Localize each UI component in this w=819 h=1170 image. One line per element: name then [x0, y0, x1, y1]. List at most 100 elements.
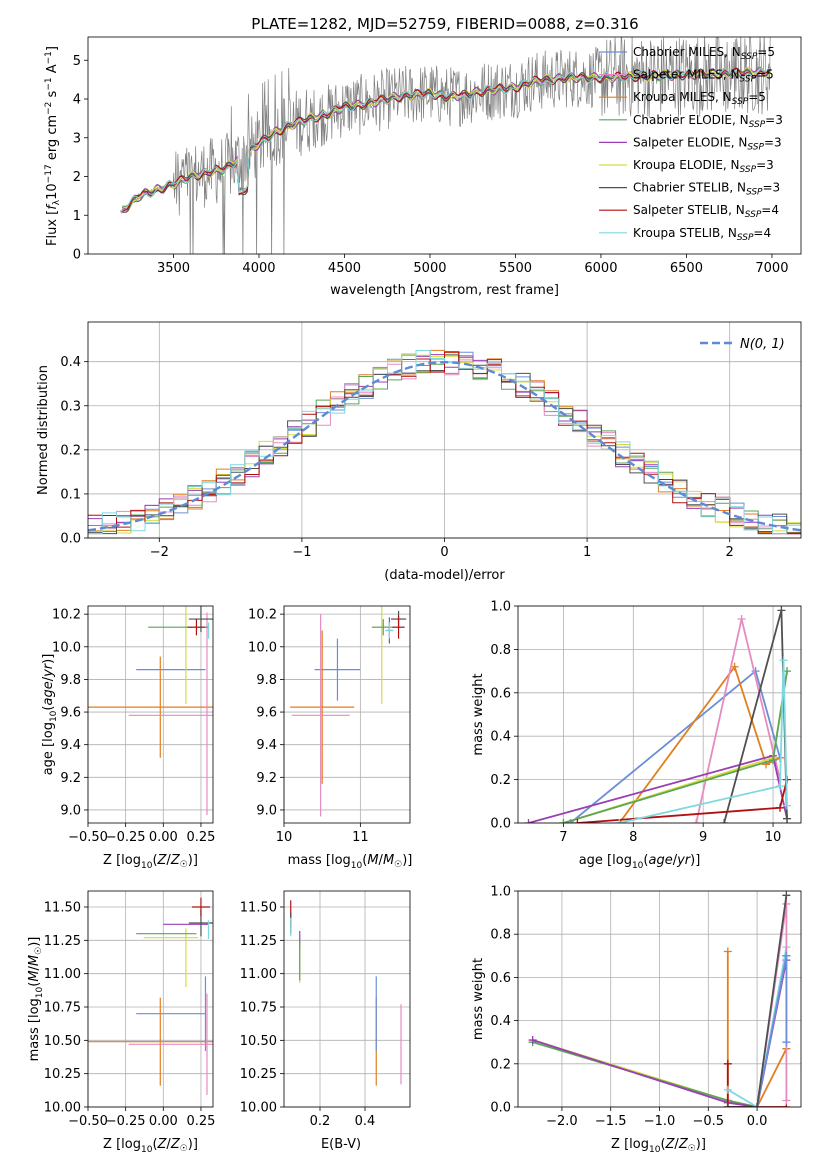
y-tick-label: 9.2 [256, 771, 277, 786]
x-axis-label: mass [log10(M/M☉)] [288, 853, 413, 871]
legend-entry: Kroupa STELIB, NSSP=4 [633, 226, 771, 243]
mass-weight-marker [615, 819, 624, 823]
y-tick-label: 11.25 [44, 934, 81, 949]
x-axis-label: Z [log10(Z/Z☉)] [103, 853, 198, 871]
mass-weight-marker [524, 819, 533, 823]
mass-weight-marker [720, 819, 729, 823]
y-tick-label: 11.00 [44, 967, 81, 982]
x-tick-label: 6000 [584, 261, 617, 276]
errorbar-point [188, 606, 213, 633]
x-tick-label: 0.4 [355, 1114, 376, 1129]
y-tick-label: 10.0 [52, 640, 81, 655]
y-tick-label: 0.0 [490, 817, 511, 832]
x-tick-label: 2 [726, 545, 734, 560]
mass-weight-marker [783, 814, 792, 823]
y-tick-label: 2 [73, 170, 81, 185]
mass_vs_Z-panel: −0.50−0.25 0.00 0.25 10.00 10.25 10.50 10.75 11… [27, 890, 215, 1155]
y-axis-label: age [log10(age/yr)] [41, 654, 59, 776]
gaussian-curve [88, 360, 801, 532]
massweight_vs_Z-plot-area [528, 891, 791, 1107]
x-axis-label: age [log10(age/yr)] [579, 853, 701, 871]
x-tick-label: 11 [352, 830, 369, 845]
y-tick-label: 9.2 [60, 771, 81, 786]
y-tick-label: 10.25 [240, 1067, 277, 1082]
y-axis-label: mass weight [471, 958, 486, 1040]
residuals-panel: −2 −1 0 1 2 0.0 0.1 0.2 0.3 0.4 N(0, 1) (data-model… [36, 321, 802, 583]
y-tick-label: 3 [73, 131, 81, 146]
y-tick-label: 10.75 [44, 1001, 81, 1016]
legend-entry: N(0, 1) [740, 337, 785, 352]
y-tick-label: 0.8 [490, 643, 511, 658]
y-tick-label: 10.25 [44, 1067, 81, 1082]
x-tick-label: −2 [150, 545, 169, 560]
y-tick-label: 0.2 [60, 443, 81, 458]
y-tick-label: 11.50 [44, 901, 81, 916]
errorbar-point [291, 614, 350, 817]
mass-weight-marker [573, 819, 582, 823]
y-tick-label: 0.8 [490, 928, 511, 943]
mass-weight-line [756, 955, 788, 1107]
x-tick-label: 10 [276, 830, 293, 845]
y-tick-label: 5 [73, 54, 81, 69]
mass-weight-marker [559, 819, 568, 823]
mass_vs_EBV-plot-area [290, 900, 402, 1086]
mass-weight-marker [692, 819, 701, 823]
mass-weight-line [726, 1063, 787, 1107]
x-tick-label: −0.25 [106, 1114, 146, 1129]
legend-entry: Salpeter ELODIE, NSSP=3 [633, 135, 782, 152]
x-tick-label: −2.0 [546, 1114, 578, 1129]
legend-entry: Kroupa ELODIE, NSSP=3 [633, 158, 774, 175]
x-axis-label: Z [log10(Z/Z☉)] [103, 1137, 198, 1155]
errorbar-point [392, 615, 405, 639]
errorbar-point [385, 622, 394, 639]
massweight_vs_age-plot-area [524, 606, 792, 823]
y-tick-label: 4 [73, 93, 81, 108]
errorbar-point [371, 619, 395, 636]
y-tick-label: 0.2 [490, 773, 511, 788]
axes-frame [517, 605, 802, 824]
x-tick-label: 0.00 [149, 1114, 178, 1129]
x-tick-label: 7000 [755, 261, 788, 276]
axes-frame [283, 605, 411, 824]
axes-frame [517, 890, 802, 1108]
y-tick-label: 11.25 [240, 934, 277, 949]
y-tick-label: 11.50 [240, 901, 277, 916]
x-tick-label: 8 [629, 830, 637, 845]
mass-weight-marker [782, 891, 791, 900]
y-tick-label: 9.4 [60, 738, 81, 753]
x-tick-label: −1.0 [644, 1114, 676, 1129]
y-tick-label: 10.50 [240, 1034, 277, 1049]
mass-weight-marker [776, 803, 785, 812]
mass-weight-line [727, 947, 788, 1107]
mass-weight-line [619, 660, 788, 823]
y-tick-label: 10.50 [44, 1034, 81, 1049]
y-tick-label: 9.4 [256, 738, 277, 753]
legend-entry: Chabrier STELIB, NSSP=3 [633, 181, 780, 198]
x-tick-label: 0.0 [747, 1114, 768, 1129]
massweight_vs_Z-panel: −2.0 −1.5 −1.0 −0.5 0.0 0.0 0.2 0.4 0.6 0.8 1.0 Z [… [471, 885, 802, 1155]
legend-entry: Chabrier ELODIE, NSSP=3 [633, 113, 783, 130]
residuals-plot-area [88, 349, 801, 535]
y-tick-label: 1.0 [490, 600, 511, 615]
y-tick-label: 0.0 [60, 532, 81, 547]
y-tick-label: 10.0 [248, 640, 277, 655]
mass-weight-line [727, 895, 788, 1107]
mass-weight-marker [723, 1085, 732, 1094]
x-tick-label: 4000 [242, 261, 275, 276]
mass-weight-marker [776, 782, 785, 791]
y-axis-label: Flux [fλ10−17 erg cm−2 s−1 A−1] [44, 46, 62, 246]
x-tick-label: −1.5 [595, 1114, 627, 1129]
x-tick-label: −0.50 [68, 1114, 108, 1129]
mass_vs_Z-plot-area [88, 897, 213, 1095]
x-tick-label: 10 [765, 830, 782, 845]
y-tick-label: 10.00 [44, 1101, 81, 1116]
mass-weight-marker [528, 1036, 537, 1045]
x-tick-label: −0.50 [68, 830, 108, 845]
mass-weight-marker [782, 1038, 791, 1047]
legend-entry: Kroupa MILES, NSSP=5 [633, 90, 766, 107]
y-tick-label: 9.0 [60, 803, 81, 818]
x-tick-label: −0.25 [106, 830, 146, 845]
legend-entry: Salpeter STELIB, NSSP=4 [633, 203, 779, 220]
model-spectrum-line [122, 67, 772, 213]
x-tick-label: 0.00 [149, 830, 178, 845]
